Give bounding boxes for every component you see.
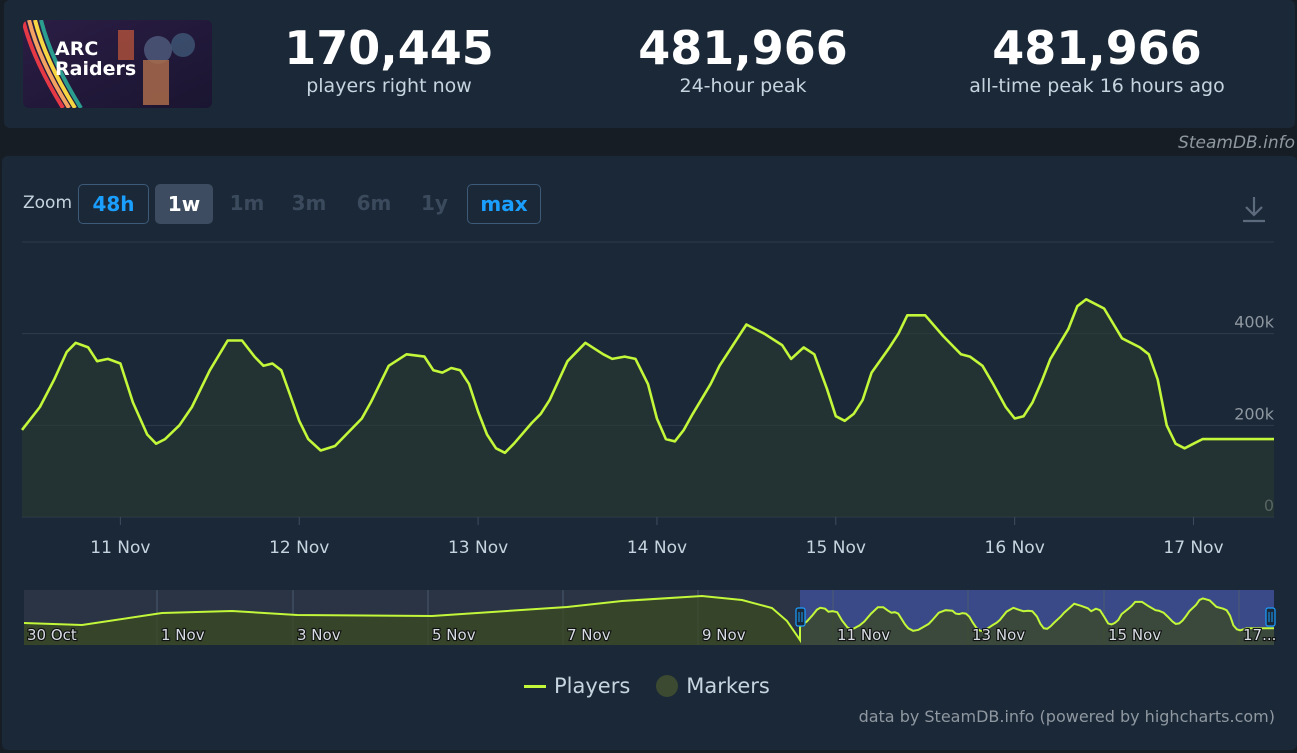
players-area <box>22 299 1274 517</box>
navigator-label: 15 Nov <box>1108 626 1161 644</box>
download-icon[interactable] <box>1240 194 1268 224</box>
game-logo-image[interactable]: ARC Raiders <box>23 20 212 108</box>
legend-item-players[interactable]: Players <box>524 674 630 698</box>
legend-label-markers: Markers <box>686 674 770 698</box>
zoom-1y-button[interactable]: 1y <box>421 191 448 215</box>
navigator-handle[interactable] <box>795 607 806 627</box>
stat-alltime-peak: 481,966 all-time peak 16 hours ago <box>937 22 1257 98</box>
zoom-max-button[interactable]: max <box>467 184 541 224</box>
svg-text:Raiders: Raiders <box>55 58 136 80</box>
legend-label-players: Players <box>554 674 631 698</box>
navigator-handle[interactable] <box>1265 607 1276 627</box>
stat-label: 24-hour peak <box>679 75 807 97</box>
stat-value: 481,966 <box>638 21 848 75</box>
stat-value: 170,445 <box>284 21 494 75</box>
players-line-swatch <box>524 684 546 688</box>
zoom-48h-button[interactable]: 48h <box>78 184 149 224</box>
zoom-label: Zoom <box>23 193 73 213</box>
navigator-label: 30 Oct <box>27 626 77 644</box>
game-artwork: ARC Raiders <box>23 20 212 108</box>
markers-dot-swatch <box>656 675 679 697</box>
zoom-1m-button[interactable]: 1m <box>229 191 265 215</box>
stat-24h-peak: 481,966 24-hour peak <box>583 22 903 98</box>
x-tick-label: 17 Nov <box>1163 538 1223 558</box>
highcharts-credit[interactable]: data by SteamDB.info (powered by highcha… <box>858 707 1275 726</box>
stat-players-now: 170,445 players right now <box>229 22 549 98</box>
players-line <box>20 298 1274 455</box>
navigator-label: 3 Nov <box>297 626 341 644</box>
stats-panel: ARC Raiders 170,445 players right now 48… <box>4 0 1295 128</box>
steamdb-credit-link[interactable]: SteamDB.info <box>1178 133 1295 153</box>
navigator-label: 7 Nov <box>567 626 611 644</box>
x-tick-label: 14 Nov <box>627 538 687 558</box>
navigator-line <box>23 594 1274 644</box>
navigator-label: 9 Nov <box>702 626 746 644</box>
navigator-area <box>24 596 1274 645</box>
zoom-6m-button[interactable]: 6m <box>356 191 392 215</box>
y-tick-label: 400k <box>1234 313 1275 332</box>
stat-label: players right now <box>306 75 472 97</box>
stat-value: 481,966 <box>992 21 1202 75</box>
navigator-label: 5 Nov <box>432 626 476 644</box>
x-tick-label: 16 Nov <box>985 538 1045 558</box>
x-tick-label: 13 Nov <box>448 538 508 558</box>
y-tick-label: 200k <box>1234 404 1275 423</box>
navigator-label: 13 Nov <box>972 626 1025 644</box>
navigator-label: 11 Nov <box>837 626 890 644</box>
zoom-3m-button[interactable]: 3m <box>291 191 327 215</box>
chart-panel: Zoom 48h 1w 1m 3m 6m 1y max 0200k400k11 … <box>2 156 1297 750</box>
stat-label: all-time peak 16 hours ago <box>969 75 1225 97</box>
x-tick-label: 11 Nov <box>90 538 150 558</box>
x-tick-label: 12 Nov <box>269 538 329 558</box>
zoom-1w-button[interactable]: 1w <box>155 184 213 224</box>
navigator-label: 17... <box>1243 626 1276 644</box>
legend-item-markers[interactable]: Markers <box>656 674 770 698</box>
chart-legend: Players Markers <box>524 672 796 700</box>
x-tick-label: 15 Nov <box>806 538 866 558</box>
navigator-label: 1 Nov <box>161 626 205 644</box>
svg-text:ARC: ARC <box>55 38 98 60</box>
